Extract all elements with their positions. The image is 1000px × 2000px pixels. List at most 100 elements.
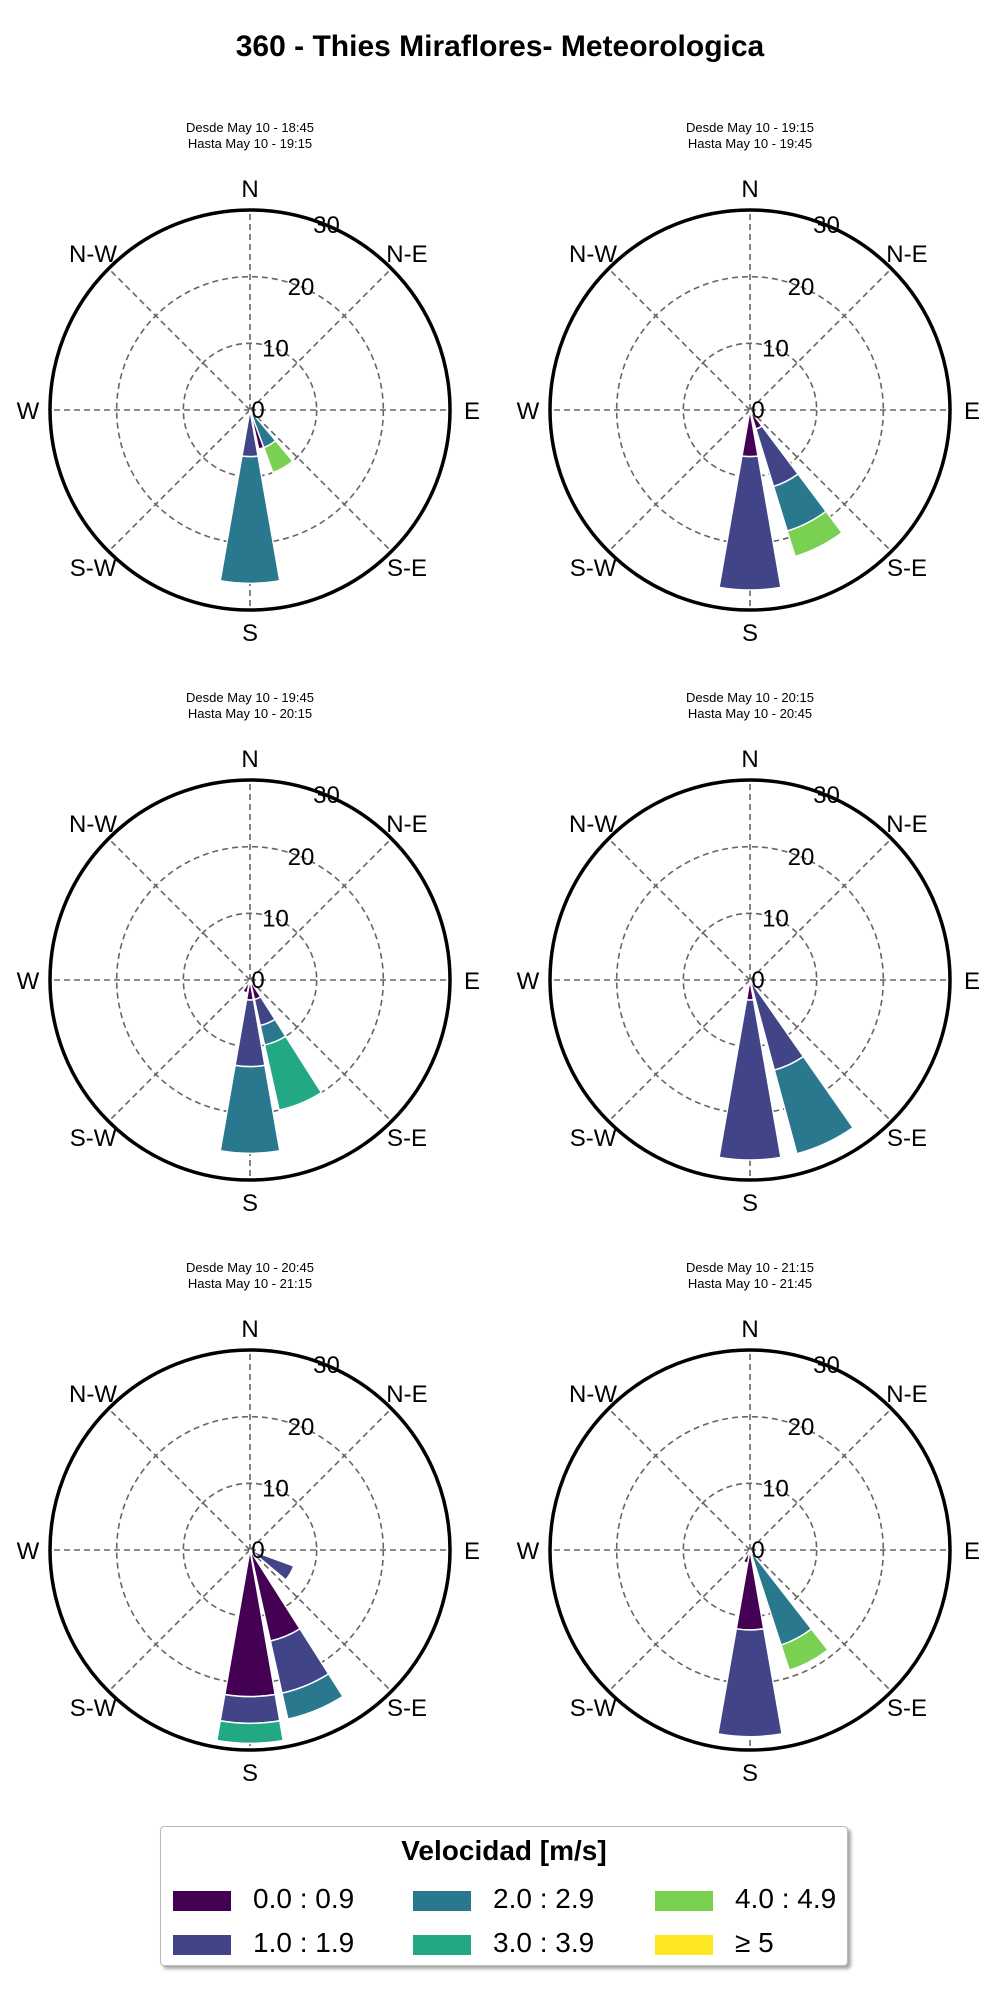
windrose-wedge: [718, 998, 782, 1161]
radial-tick-label: 30: [813, 782, 840, 809]
radial-tick-label: 0: [251, 1537, 264, 1564]
windrose-wedge: [742, 1549, 751, 1564]
grid-spoke: [749, 979, 892, 1122]
windrose-wedge: [249, 1549, 295, 1581]
direction-label: S-W: [70, 555, 117, 582]
panel-subtitle: Hasta May 10 - 20:15: [188, 706, 312, 721]
windrose-wedge: [219, 1064, 281, 1155]
panel-subtitle: Hasta May 10 - 19:15: [188, 136, 312, 151]
direction-label: W: [17, 1538, 40, 1565]
grid-spoke: [749, 838, 892, 981]
direction-label: N: [741, 176, 758, 203]
grid-spoke: [249, 979, 392, 1122]
grid-spoke: [608, 1408, 751, 1551]
windrose-panel: Desde May 10 - 21:15 Hasta May 10 - 21:45…: [500, 1250, 1000, 1820]
grid-spoke: [749, 1408, 892, 1551]
grid-spoke: [608, 268, 751, 411]
direction-label: S-E: [387, 1125, 427, 1152]
direction-label: W: [17, 398, 40, 425]
legend-swatch: [413, 1935, 471, 1955]
direction-label: N-W: [69, 1381, 117, 1408]
grid-spoke: [749, 1549, 892, 1692]
direction-label: N: [741, 746, 758, 773]
radial-tick-label: 30: [813, 1352, 840, 1379]
windrose-panel: Desde May 10 - 20:45 Hasta May 10 - 21:15…: [0, 1250, 500, 1820]
radial-tick-label: 30: [813, 212, 840, 239]
windrose-panel: Desde May 10 - 18:45 Hasta May 10 - 19:15…: [0, 110, 500, 680]
legend-label: 3.0 : 3.9: [493, 1927, 595, 1958]
radial-tick-label: 20: [288, 844, 315, 871]
direction-label: S: [742, 620, 758, 647]
windrose-wedge: [215, 1719, 285, 1745]
panel-subtitle: Desde May 10 - 21:15: [686, 1260, 814, 1275]
radial-tick-label: 0: [751, 967, 764, 994]
panel-subtitle: Desde May 10 - 19:15: [686, 120, 814, 135]
direction-label: E: [464, 398, 480, 425]
direction-label: N-W: [569, 1381, 617, 1408]
legend-swatch: [173, 1891, 231, 1911]
grid-spoke: [108, 838, 251, 981]
direction-label: E: [964, 1538, 980, 1565]
windrose-wedge: [262, 439, 294, 474]
direction-label: N-W: [69, 241, 117, 268]
direction-label: S-W: [70, 1125, 117, 1152]
panel-subtitle: Hasta May 10 - 21:15: [188, 1276, 312, 1291]
panel-subtitle: Desde May 10 - 19:45: [186, 690, 314, 705]
grid-spoke: [249, 1549, 392, 1692]
direction-label: S-E: [387, 1695, 427, 1722]
panel-subtitle: Desde May 10 - 20:45: [186, 1260, 314, 1275]
direction-label: S-E: [887, 555, 927, 582]
panel-subtitle: Hasta May 10 - 19:45: [688, 136, 812, 151]
outer-circle: [548, 778, 952, 1182]
grid-spoke: [108, 979, 251, 1122]
direction-label: N: [241, 746, 258, 773]
direction-label: N-E: [886, 811, 927, 838]
grid-spoke: [608, 979, 751, 1122]
radial-tick-label: 10: [262, 905, 289, 932]
direction-label: S-E: [887, 1125, 927, 1152]
windrose-wedge: [718, 455, 782, 591]
radial-tick-label: 0: [751, 397, 764, 424]
grid-spoke: [108, 409, 251, 552]
grid-spoke: [249, 268, 392, 411]
direction-label: S: [742, 1190, 758, 1217]
direction-label: N-E: [886, 1381, 927, 1408]
grid-spoke: [608, 409, 751, 552]
radial-tick-label: 20: [788, 844, 815, 871]
grid-spoke: [249, 838, 392, 981]
grid-spoke: [249, 409, 392, 552]
radial-tick-label: 0: [751, 1537, 764, 1564]
direction-label: S-W: [570, 555, 617, 582]
legend-label: 2.0 : 2.9: [493, 1883, 595, 1914]
panel-subtitle: Hasta May 10 - 20:45: [688, 706, 812, 721]
windrose-wedge: [717, 1627, 783, 1738]
grid-spoke: [108, 268, 251, 411]
radial-tick-label: 20: [288, 1414, 315, 1441]
direction-label: N: [241, 1316, 258, 1343]
direction-label: N: [241, 176, 258, 203]
direction-label: N-E: [386, 811, 427, 838]
direction-label: S: [242, 1190, 258, 1217]
direction-label: E: [464, 968, 480, 995]
windrose-wedge: [263, 1035, 323, 1112]
page-title: 360 - Thies Miraflores- Meteorologica: [235, 30, 765, 63]
legend-swatch: [655, 1891, 713, 1911]
grid-spoke: [749, 409, 892, 552]
radial-tick-label: 10: [262, 335, 289, 362]
grid-spoke: [108, 1549, 251, 1692]
legend: Velocidad [m/s] 0.0 : 0.9 1.0 : 1.9 2.0 …: [160, 1826, 848, 1966]
grid-spoke: [608, 1549, 751, 1692]
windrose-wedge: [219, 455, 281, 585]
grid-spoke: [249, 1408, 392, 1551]
radial-tick-label: 10: [762, 335, 789, 362]
direction-label: S: [242, 1760, 258, 1787]
radial-tick-label: 30: [313, 212, 340, 239]
legend-label: ≥ 5: [735, 1927, 774, 1958]
legend-label: 1.0 : 1.9: [253, 1927, 355, 1958]
direction-label: E: [964, 968, 980, 995]
legend-label: 0.0 : 0.9: [253, 1883, 355, 1914]
